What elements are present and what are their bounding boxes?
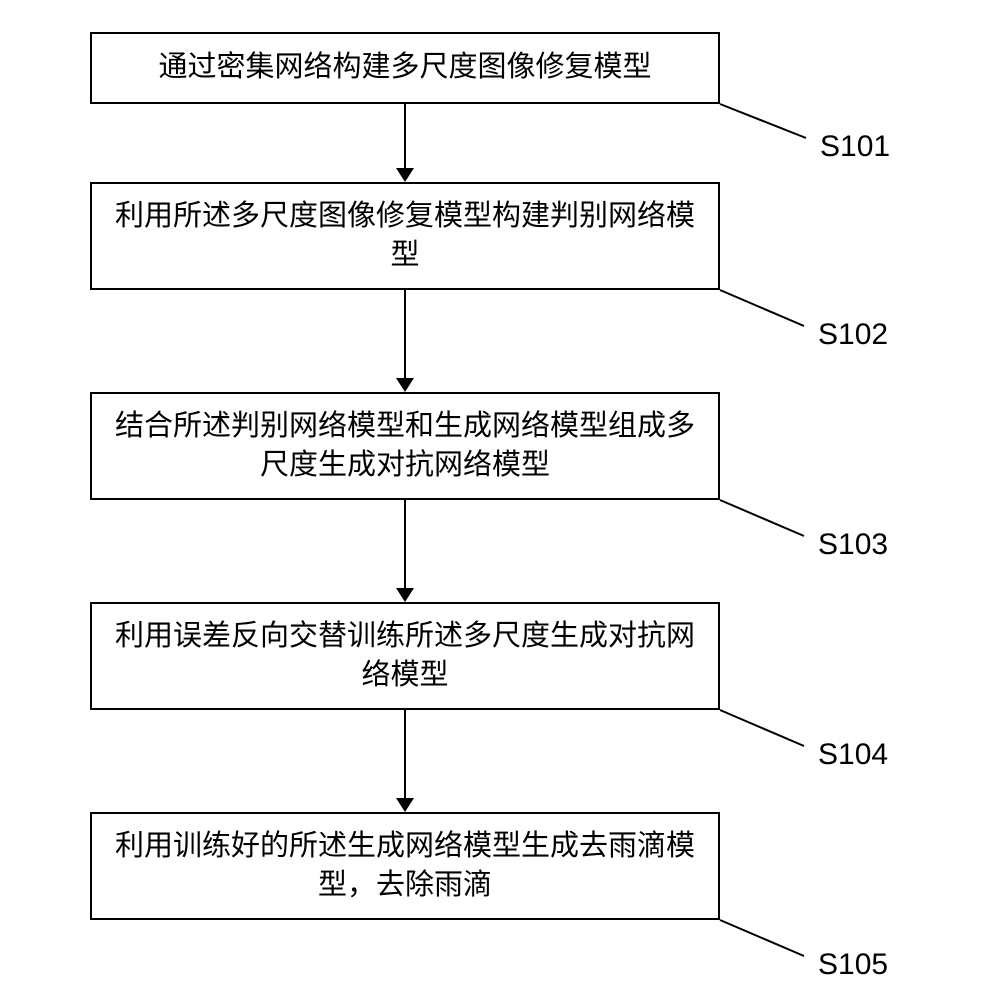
step-text: 利用误差反向交替训练所述多尺度生成对抗网络模型 [102, 617, 708, 695]
step-label-s104: S104 [818, 738, 888, 772]
step-box-s104: 利用误差反向交替训练所述多尺度生成对抗网络模型 [90, 602, 720, 710]
step-label-s105: S105 [818, 948, 888, 982]
arrow-3-4 [405, 500, 406, 602]
step-text: 通过密集网络构建多尺度图像修复模型 [158, 48, 651, 87]
step-label-s102: S102 [818, 318, 888, 352]
step-label-s103: S103 [818, 528, 888, 562]
arrow-4-5 [405, 710, 406, 812]
flowchart-canvas: 通过密集网络构建多尺度图像修复模型 利用所述多尺度图像修复模型构建判别网络模型 … [0, 0, 990, 1000]
arrow-2-3 [405, 290, 406, 392]
step-text: 利用训练好的所述生成网络模型生成去雨滴模型，去除雨滴 [102, 827, 708, 905]
step-text: 结合所述判别网络模型和生成网络模型组成多尺度生成对抗网络模型 [102, 407, 708, 485]
step-box-s103: 结合所述判别网络模型和生成网络模型组成多尺度生成对抗网络模型 [90, 392, 720, 500]
step-box-s105: 利用训练好的所述生成网络模型生成去雨滴模型，去除雨滴 [90, 812, 720, 920]
step-box-s102: 利用所述多尺度图像修复模型构建判别网络模型 [90, 182, 720, 290]
step-text: 利用所述多尺度图像修复模型构建判别网络模型 [102, 197, 708, 275]
step-label-s101: S101 [820, 130, 890, 164]
arrow-1-2 [405, 104, 406, 182]
step-box-s101: 通过密集网络构建多尺度图像修复模型 [90, 32, 720, 104]
